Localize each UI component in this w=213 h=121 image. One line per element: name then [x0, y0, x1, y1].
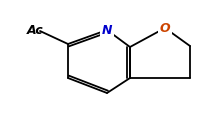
Text: Ac: Ac [27, 24, 43, 38]
Text: N: N [102, 23, 112, 37]
Text: O: O [160, 22, 170, 34]
